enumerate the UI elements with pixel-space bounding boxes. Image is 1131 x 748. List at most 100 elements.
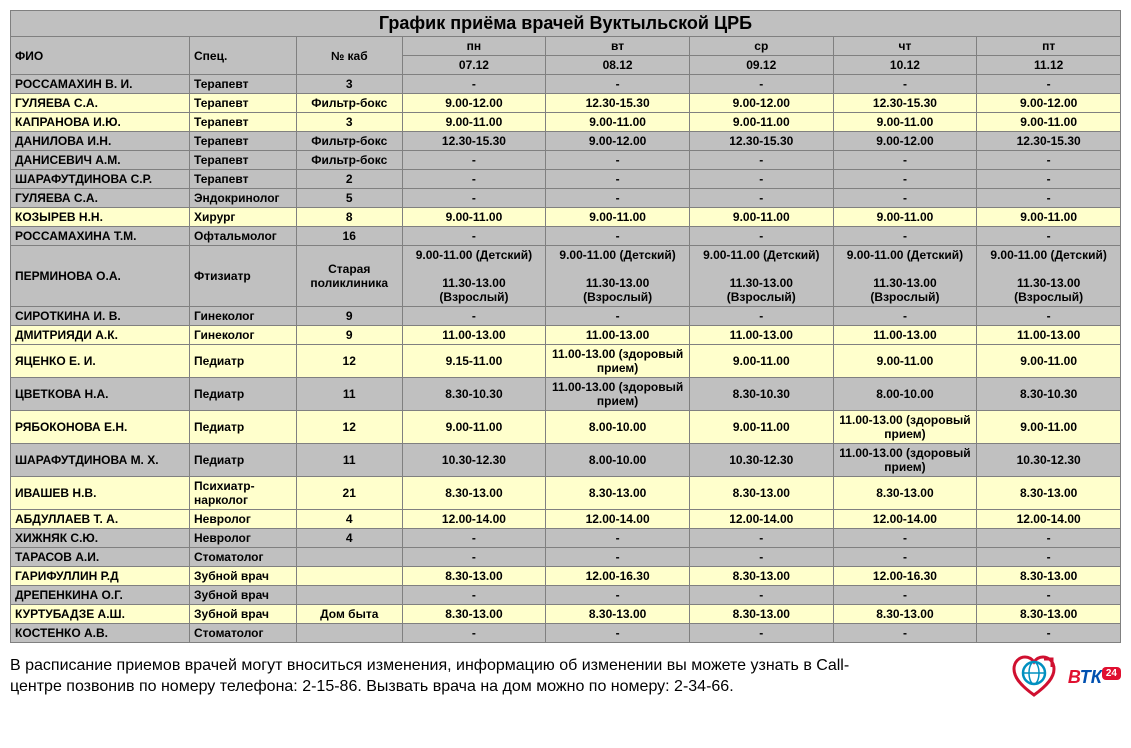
doctor-name: ГУЛЯЕВА С.А.	[11, 94, 190, 113]
schedule-cell: 12.30-15.30	[402, 132, 546, 151]
table-row: ДРЕПЕНКИНА О.Г.Зубной врач-----	[11, 586, 1121, 605]
table-row: СИРОТКИНА И. В.Гинеколог9-----	[11, 307, 1121, 326]
schedule-cell: 8.30-13.00	[977, 605, 1121, 624]
col-head-day: ср	[689, 37, 833, 56]
doctor-room	[296, 567, 402, 586]
doctor-spec: Педиатр	[190, 411, 297, 444]
doctor-name: СИРОТКИНА И. В.	[11, 307, 190, 326]
schedule-cell: -	[689, 75, 833, 94]
doctor-spec: Педиатр	[190, 378, 297, 411]
table-row: ПЕРМИНОВА О.А.ФтизиатрСтарая поликлиника…	[11, 246, 1121, 307]
schedule-cell: 10.30-12.30	[402, 444, 546, 477]
schedule-cell: -	[833, 189, 977, 208]
schedule-cell: 12.00-14.00	[402, 510, 546, 529]
table-row: КАПРАНОВА И.Ю.Терапевт39.00-11.009.00-11…	[11, 113, 1121, 132]
schedule-cell: -	[402, 170, 546, 189]
doctor-spec: Зубной врач	[190, 586, 297, 605]
schedule-cell: 8.30-10.30	[402, 378, 546, 411]
schedule-cell: -	[689, 227, 833, 246]
schedule-cell: -	[402, 151, 546, 170]
schedule-cell: 9.00-12.00	[546, 132, 690, 151]
table-row: ЦВЕТКОВА Н.А.Педиатр118.30-10.3011.00-13…	[11, 378, 1121, 411]
doctor-room: Фильтр-бокс	[296, 132, 402, 151]
doctor-room: 21	[296, 477, 402, 510]
schedule-cell: 8.30-13.00	[833, 605, 977, 624]
col-head-room: № каб	[296, 37, 402, 75]
doctor-room: Фильтр-бокс	[296, 94, 402, 113]
schedule-cell: -	[833, 548, 977, 567]
doctor-spec: Зубной врач	[190, 605, 297, 624]
schedule-cell: 12.30-15.30	[689, 132, 833, 151]
schedule-cell: -	[402, 529, 546, 548]
table-row: АБДУЛЛАЕВ Т. А.Невролог412.00-14.0012.00…	[11, 510, 1121, 529]
table-row: ТАРАСОВ А.И.Стоматолог-----	[11, 548, 1121, 567]
doctor-name: ДРЕПЕНКИНА О.Г.	[11, 586, 190, 605]
btk-letter: К	[1091, 667, 1102, 687]
schedule-cell: 8.30-13.00	[977, 567, 1121, 586]
schedule-cell: -	[546, 586, 690, 605]
doctor-spec: Фтизиатр	[190, 246, 297, 307]
table-row: ДМИТРИЯДИ А.К.Гинеколог911.00-13.0011.00…	[11, 326, 1121, 345]
table-row: ДАНИЛОВА И.Н.ТерапевтФильтр-бокс12.30-15…	[11, 132, 1121, 151]
doctor-room: 4	[296, 510, 402, 529]
schedule-cell: -	[546, 624, 690, 643]
schedule-cell: 9.00-11.00 (Детский) 11.30-13.00 (Взросл…	[546, 246, 690, 307]
doctor-room	[296, 624, 402, 643]
schedule-cell: 9.00-12.00	[833, 132, 977, 151]
doctor-spec: Терапевт	[190, 170, 297, 189]
doctor-name: АБДУЛЛАЕВ Т. А.	[11, 510, 190, 529]
schedule-cell: -	[546, 170, 690, 189]
doctor-room: Старая поликлиника	[296, 246, 402, 307]
schedule-cell: 10.30-12.30	[977, 444, 1121, 477]
schedule-cell: 9.00-11.00	[402, 411, 546, 444]
schedule-cell: -	[977, 548, 1121, 567]
schedule-cell: 12.00-14.00	[546, 510, 690, 529]
table-row: ГУЛЯЕВА С.А.Эндокринолог5-----	[11, 189, 1121, 208]
doctor-name: ГАРИФУЛЛИН Р.Д	[11, 567, 190, 586]
table-row: ШАРАФУТДИНОВА М. Х.Педиатр1110.30-12.308…	[11, 444, 1121, 477]
schedule-cell: 9.00-11.00	[689, 208, 833, 227]
btk-letter: Т	[1080, 667, 1091, 687]
schedule-cell: -	[546, 151, 690, 170]
schedule-cell: 9.00-11.00	[689, 113, 833, 132]
doctor-name: ПЕРМИНОВА О.А.	[11, 246, 190, 307]
schedule-cell: 9.15-11.00	[402, 345, 546, 378]
btk-badge: 24	[1102, 667, 1121, 680]
schedule-cell: 8.30-13.00	[402, 605, 546, 624]
schedule-cell: -	[689, 170, 833, 189]
schedule-cell: -	[977, 529, 1121, 548]
schedule-cell: 8.30-13.00	[402, 567, 546, 586]
schedule-cell: 9.00-11.00	[833, 113, 977, 132]
col-head-date: 08.12	[546, 56, 690, 75]
schedule-cell: 11.00-13.00	[402, 326, 546, 345]
doctor-name: ИВАШЕВ Н.В.	[11, 477, 190, 510]
doctor-room: 2	[296, 170, 402, 189]
schedule-cell: 8.30-13.00	[689, 567, 833, 586]
schedule-cell: 9.00-11.00	[977, 208, 1121, 227]
doctor-room: Фильтр-бокс	[296, 151, 402, 170]
schedule-cell: -	[977, 189, 1121, 208]
schedule-cell: 10.30-12.30	[689, 444, 833, 477]
doctor-room	[296, 586, 402, 605]
doctor-spec: Психиатр-нарколог	[190, 477, 297, 510]
table-row: ЯЦЕНКО Е. И.Педиатр129.15-11.0011.00-13.…	[11, 345, 1121, 378]
doctor-spec: Невролог	[190, 510, 297, 529]
schedule-cell: 11.00-13.00 (здоровый прием)	[546, 378, 690, 411]
doctor-name: ТАРАСОВ А.И.	[11, 548, 190, 567]
col-head-day: пн	[402, 37, 546, 56]
table-row: ДАНИСЕВИЧ А.М.ТерапевтФильтр-бокс-----	[11, 151, 1121, 170]
doctor-spec: Терапевт	[190, 132, 297, 151]
doctor-name: ШАРАФУТДИНОВА С.Р.	[11, 170, 190, 189]
doctor-room: 5	[296, 189, 402, 208]
doctor-name: ШАРАФУТДИНОВА М. Х.	[11, 444, 190, 477]
doctor-spec: Терапевт	[190, 75, 297, 94]
doctor-room: 12	[296, 345, 402, 378]
doctor-spec: Педиатр	[190, 444, 297, 477]
doctor-spec: Хирург	[190, 208, 297, 227]
table-row: ГАРИФУЛЛИН Р.ДЗубной врач8.30-13.0012.00…	[11, 567, 1121, 586]
schedule-cell: 8.30-13.00	[833, 477, 977, 510]
doctor-spec: Стоматолог	[190, 624, 297, 643]
doctor-room: 16	[296, 227, 402, 246]
schedule-cell: 11.00-13.00 (здоровый прием)	[546, 345, 690, 378]
schedule-cell: 11.00-13.00	[689, 326, 833, 345]
